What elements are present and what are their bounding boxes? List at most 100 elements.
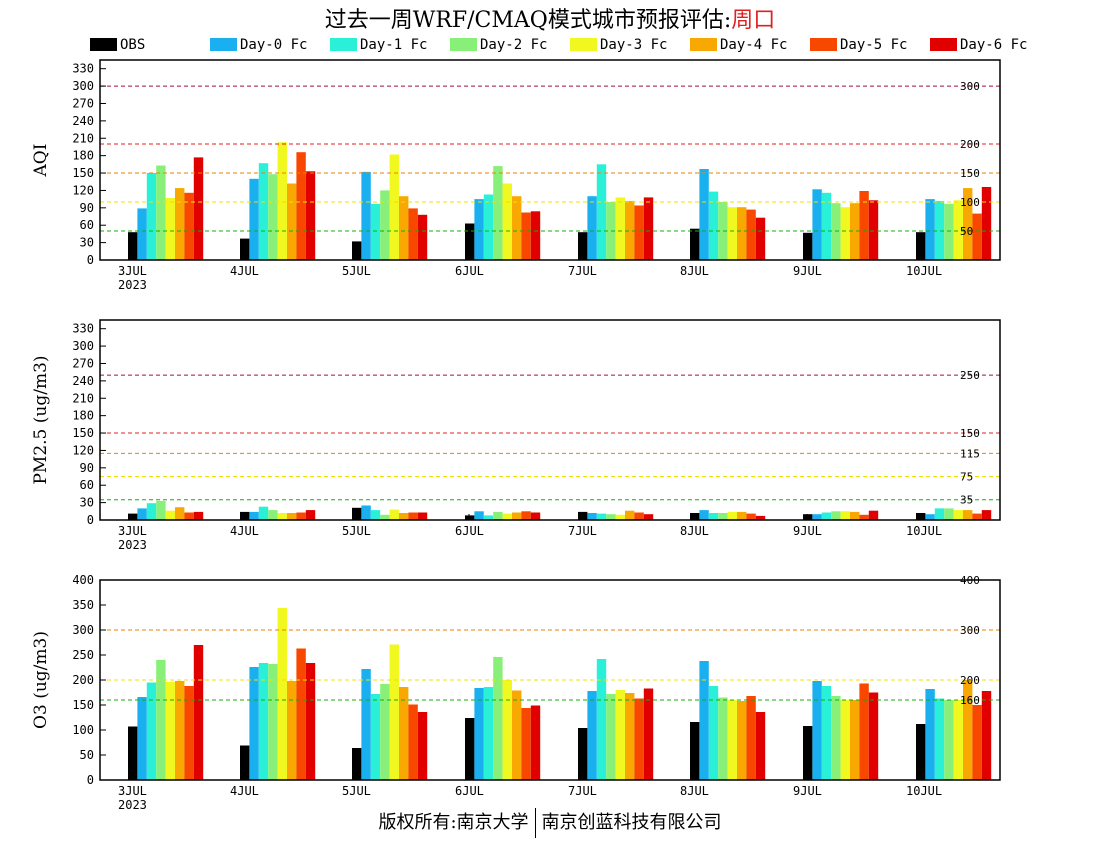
ytick-label-2-2: 100	[72, 723, 94, 737]
ytick-label-1-6: 180	[72, 409, 94, 423]
ytick-label-0-10: 300	[72, 79, 94, 93]
bar-0-7-0	[193, 157, 204, 260]
bar-0-3-6	[831, 203, 841, 260]
ytick-label-0-7: 210	[72, 131, 94, 145]
bar-1-0-5	[690, 513, 700, 520]
bar-0-6-3	[521, 212, 531, 260]
ytick-label-2-4: 200	[72, 673, 94, 687]
bar-0-1-6	[812, 189, 822, 260]
bar-2-0-1	[240, 745, 250, 780]
bar-1-5-1	[287, 513, 297, 520]
legend-label-5: Day-4 Fc	[720, 37, 787, 53]
bar-1-7-2	[417, 512, 428, 520]
bar-0-5-6	[850, 203, 860, 260]
bar-2-2-4	[596, 659, 607, 780]
bar-1-7-3	[530, 512, 541, 520]
legend-swatch-7	[930, 38, 957, 51]
xtick-label-0-1: 4JUL	[230, 264, 259, 278]
ref-label-1-3: 75	[960, 471, 973, 484]
ytick-label-0-11: 330	[72, 62, 94, 76]
panel-1: 250 150 115 75 35 0 30 60 90 120 150 180 210 240 270 30…	[31, 319, 1001, 552]
bar-0-3-4	[606, 202, 616, 260]
bar-1-4-2	[389, 509, 399, 520]
bar-2-7-4	[643, 688, 654, 780]
bar-1-6-1	[296, 512, 306, 520]
xtick-label-0-2: 5JUL	[342, 264, 371, 278]
ytick-label-2-8: 400	[72, 573, 94, 587]
panel-0: 300 200 150 100 50 0 30 60 90 120 150 180 210 240 270 3…	[31, 59, 1001, 292]
ytick-label-0-3: 90	[80, 201, 94, 215]
bar-2-3-7	[944, 700, 954, 780]
xtick-label-1-2: 5JUL	[342, 524, 371, 538]
bar-2-4-6	[840, 700, 850, 780]
legend-label-6: Day-5 Fc	[840, 37, 907, 53]
bar-2-6-0	[184, 686, 194, 780]
bar-1-0-7	[916, 513, 926, 520]
bar-0-5-7	[963, 188, 973, 260]
bar-2-7-5	[755, 712, 766, 780]
xtick-label-2-7: 10JUL	[906, 784, 942, 798]
bar-1-1-4	[587, 513, 597, 520]
bars-2	[128, 608, 992, 780]
bar-0-6-0	[184, 192, 194, 260]
y-axis-title-2: O3 (ug/m3)	[31, 631, 51, 729]
bar-2-7-3	[530, 705, 541, 780]
xtick-label-0-3: 6JUL	[455, 264, 484, 278]
ytick-label-1-7: 210	[72, 391, 94, 405]
bar-0-1-5	[699, 169, 709, 260]
ytick-label-0-5: 150	[72, 166, 94, 180]
ref-label-2-2: 200	[960, 674, 980, 687]
bar-0-2-1	[258, 163, 269, 260]
bar-2-4-1	[277, 608, 287, 780]
bar-0-5-5	[737, 207, 747, 260]
ytick-label-1-2: 60	[80, 478, 94, 492]
bar-2-0-4	[578, 728, 588, 780]
bar-1-2-6	[821, 512, 832, 520]
bar-1-0-2	[352, 507, 362, 520]
bar-1-6-5	[746, 513, 756, 520]
xtick-label-2-6: 9JUL	[793, 784, 822, 798]
xtick-label-1-5: 8JUL	[680, 524, 709, 538]
legend-label-2: Day-1 Fc	[360, 37, 427, 53]
bar-2-1-5	[699, 661, 709, 780]
bar-0-3-5	[718, 202, 728, 260]
bar-1-3-0	[156, 500, 166, 520]
bar-2-4-2	[389, 644, 399, 780]
bar-2-6-1	[296, 648, 306, 780]
bar-1-4-5	[727, 511, 737, 520]
ytick-label-1-9: 270	[72, 356, 94, 370]
bar-0-3-7	[944, 203, 954, 260]
legend-label-3: Day-2 Fc	[480, 37, 547, 53]
bar-2-0-0	[128, 726, 138, 780]
bar-0-2-5	[708, 191, 719, 260]
plot-frame-1	[99, 319, 1001, 521]
bar-1-1-3	[474, 511, 484, 520]
bar-1-0-1	[240, 511, 250, 520]
bar-1-7-4	[643, 514, 654, 520]
bar-1-2-7	[934, 508, 945, 520]
ytick-label-1-0: 0	[87, 513, 94, 527]
bar-1-5-3	[512, 512, 522, 520]
bar-2-6-3	[521, 708, 531, 780]
bar-2-2-5	[708, 686, 719, 780]
footer-right: 南京创蓝科技有限公司	[541, 812, 722, 833]
bar-2-4-5	[727, 700, 737, 780]
bar-0-1-2	[361, 171, 371, 260]
bar-2-1-4	[587, 691, 597, 780]
bar-0-6-5	[746, 209, 756, 260]
bar-0-6-4	[634, 205, 644, 260]
bar-2-4-3	[502, 680, 512, 780]
ytick-label-0-0: 0	[87, 253, 94, 267]
legend-swatch-5	[690, 38, 717, 51]
ytick-label-2-6: 300	[72, 623, 94, 637]
ref-label-2-1: 300	[960, 624, 980, 637]
bar-1-1-2	[361, 505, 371, 520]
ytick-label-0-8: 240	[72, 114, 94, 128]
bar-0-0-2	[352, 241, 362, 260]
bar-2-6-7	[972, 705, 982, 780]
ytick-label-2-0: 0	[87, 773, 94, 787]
bar-1-3-6	[831, 511, 841, 520]
bar-1-7-7	[981, 510, 992, 520]
legend-swatch-6	[810, 38, 837, 51]
